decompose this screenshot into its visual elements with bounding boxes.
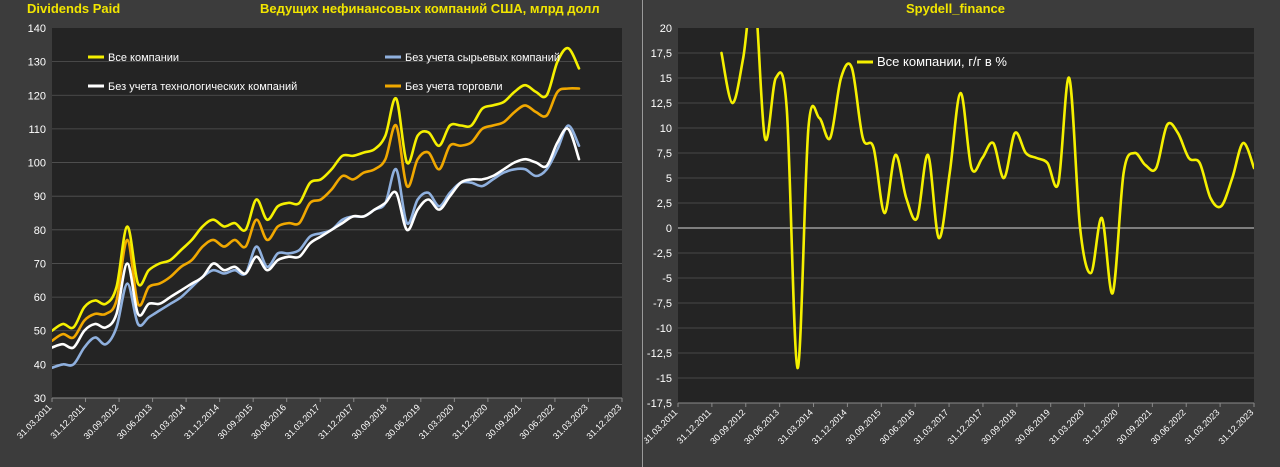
x-tick-label: 31.03.2017 [912,407,951,446]
x-tick-label: 31.03.2014 [149,402,188,441]
y-tick-label: -12,5 [647,348,672,360]
x-tick-label: 31.12.2023 [584,402,623,441]
y-tick-label: 10 [660,123,672,135]
left-chart-panel: Dividends Paid Ведущих нефинансовых комп… [14,0,643,467]
dividends-paid-tag: Dividends Paid [27,1,121,16]
y-tick-label: -10 [656,323,672,335]
y-tick-label: 20 [660,23,672,35]
x-tick-label: 31.03.2011 [15,402,53,440]
series-line-no_trade [52,86,581,343]
x-tick-label: 31.12.2017 [316,402,355,441]
y-tick-label: 50 [34,326,46,338]
y-tick-label: 15 [660,73,672,85]
y-tick-label: 30 [34,393,46,405]
y-tick-label: 60 [34,292,46,304]
y-tick-label: 90 [34,191,46,203]
series-line-no_commodity [52,124,581,369]
x-tick-label: 31.12.2011 [675,407,713,445]
series-line-all [52,46,581,332]
y-tick-label: -7,5 [653,298,672,310]
right-chart-title: Spydell_finance [906,1,1005,16]
x-tick-label: 30.06.2022 [517,402,556,441]
y-tick-label: 12,5 [651,98,672,110]
right-line-chart: -17,5 -15 -12,5 -10 -7,5 -5 -2,5 0 2,5 5 7,5 10 12,5… [644,23,1255,446]
y-tick-label: 130 [28,57,46,69]
x-tick-label: 31.12.2014 [182,402,221,441]
x-tick-label: 30.09.2018 [979,407,1018,446]
x-tick-label: 30.06.2022 [1149,407,1188,446]
left-chart-title: Ведущих нефинансовых компаний США, млрд … [260,1,600,16]
x-tick-label: 30.06.2013 [742,407,781,446]
x-tick-label: 30.09.2021 [484,402,523,441]
x-tick-label: 31.12.2017 [945,407,984,446]
x-tick-label: 30.09.2021 [1115,407,1154,446]
legend-label: Без учета сырьевых компаний [405,52,560,64]
y-tick-label: 120 [28,90,46,102]
x-tick-label: 30.06.2016 [878,407,917,446]
y-tick-label: -5 [662,273,672,285]
x-tick-label: 30.06.2016 [249,402,288,441]
x-tick-label: 31.03.2023 [551,402,590,441]
y-tick-label: 70 [34,258,46,270]
x-tick-label: 31.03.2017 [283,402,322,441]
x-tick-label: 30.06.2019 [1013,407,1052,446]
left-line-chart: 30 40 50 60 70 80 90 100 110 120 130 140 31.03.2011 3… [15,23,623,441]
x-tick-label: 30.06.2019 [383,402,422,441]
x-tick-label: 30.09.2018 [350,402,389,441]
y-tick-label: 100 [28,158,46,170]
x-tick-label: 30.06.2013 [115,402,154,441]
series-group [720,28,1254,370]
x-tick-label: 31.03.2020 [417,402,456,441]
x-tick-label: 31.03.2014 [776,407,815,446]
x-tick-label: 30.09.2015 [216,402,255,441]
x-tick-label: 31.03.2023 [1183,407,1222,446]
y-tick-label: -2,5 [653,248,672,260]
plot-area [52,28,622,398]
legend-label: Без учета торговли [405,81,502,93]
x-tick-label: 31.03.2011 [644,407,679,445]
y-tick-label: 110 [28,124,46,136]
x-tick-label: 31.12.2023 [1216,407,1255,446]
legend-label: Без учета технологических компаний [108,81,297,93]
series-line-yoy [720,28,1254,370]
y-tick-label: -15 [656,373,672,385]
x-tick-label: 30.09.2012 [708,407,747,446]
x-tick-label: 31.12.2020 [450,402,489,441]
x-tick-label: 31.12.2014 [810,407,849,446]
series-line-no_tech [52,127,581,350]
plot-area [678,28,1254,403]
y-tick-label: 140 [28,23,46,35]
x-tick-label: 31.12.2020 [1081,407,1120,446]
x-tick-label: 31.03.2020 [1047,407,1086,446]
x-tick-label: 30.09.2012 [82,402,121,441]
legend-label: Все компании [108,52,179,64]
y-tick-label: 0 [666,223,672,235]
y-tick-label: 7,5 [657,148,672,160]
right-chart-panel: Spydell_finance -17,5 -15 -12,5 -10 -7,5 -5 -2… [644,0,1280,467]
y-tick-label: 5 [666,173,672,185]
x-tick-label: 30.09.2015 [844,407,883,446]
y-tick-label: -17,5 [647,398,672,410]
series-group [52,46,581,369]
y-tick-label: 80 [34,225,46,237]
y-tick-label: 2,5 [657,198,672,210]
legend-label: Все компании, г/г в % [877,54,1007,69]
y-tick-label: 40 [34,359,46,371]
y-tick-label: 17,5 [651,48,672,60]
